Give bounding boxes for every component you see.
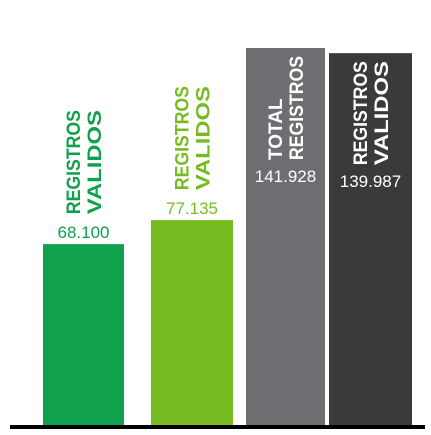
bar-category-label: REGISTROS: [351, 61, 372, 165]
bar-category-label: REGISTROS: [287, 56, 308, 160]
bar-category-label: TOTAL: [266, 98, 287, 160]
bar-value-label: 77.135: [166, 199, 218, 218]
bar: [43, 244, 124, 425]
bar-category-label: REGISTROS: [64, 110, 85, 214]
bar-value-label: 68.100: [58, 223, 110, 242]
bar-group: 141.928 TOTAL REGISTROS: [246, 48, 325, 425]
bar-group: 139.987 REGISTROS VALIDOS: [329, 53, 412, 425]
bar-category-label: VALIDOS: [194, 86, 215, 190]
bar-category-label: VALIDOS: [85, 110, 106, 214]
bar-category-label: VALIDOS: [372, 61, 393, 165]
bar-value-label: 139.987: [340, 172, 401, 191]
bar-group: 68.100 REGISTROS VALIDOS: [43, 110, 124, 425]
bar: [246, 48, 325, 425]
bar: [151, 220, 233, 425]
bar-value-label: 141.928: [255, 167, 316, 186]
bar: [329, 53, 412, 425]
bar-category-label: REGISTROS: [173, 86, 194, 190]
bar-group: 77.135 REGISTROS VALIDOS: [151, 86, 233, 425]
